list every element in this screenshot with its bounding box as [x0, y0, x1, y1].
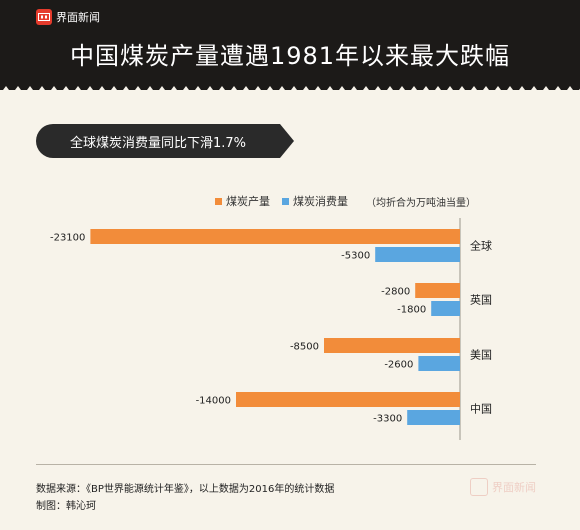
bar-production-2 — [324, 338, 460, 353]
legend-swatch-production — [215, 197, 222, 205]
watermark-icon — [470, 478, 488, 496]
watermark: 界面新闻 — [470, 478, 536, 496]
logo-icon — [36, 9, 52, 25]
bar-consumption-1 — [431, 301, 460, 316]
data-label-consumption-2: -2600 — [384, 360, 413, 371]
page-title: 中国煤炭产量遭遇1981年以来最大跌幅 — [69, 42, 511, 70]
bar-production-3 — [236, 392, 460, 407]
legend-label-consumption: 煤炭消费量 — [293, 195, 348, 208]
bar-consumption-3 — [407, 410, 460, 425]
header-banner: 界面新闻 中国煤炭产量遭遇1981年以来最大跌幅 — [0, 0, 580, 94]
legend-label-production: 煤炭产量 — [226, 195, 270, 208]
logo: 界面新闻 — [36, 9, 100, 25]
bar-consumption-0 — [375, 247, 460, 262]
category-label-0: 全球 — [470, 239, 492, 253]
category-label-1: 英国 — [470, 293, 492, 307]
bar-production-1 — [415, 283, 460, 298]
data-label-consumption-3: -3300 — [373, 414, 402, 425]
subtitle-banner: 全球煤炭消费量同比下滑1.7% — [36, 124, 294, 158]
subtitle-text: 全球煤炭消费量同比下滑1.7% — [69, 135, 247, 151]
data-label-production-3: -14000 — [196, 396, 231, 407]
source-note: 数据来源：《BP世界能源统计年鉴》，以上数据为2016年的统计数据 — [36, 484, 335, 495]
legend-item-production: 煤炭产量 — [215, 193, 270, 209]
legend-swatch-consumption — [282, 197, 289, 205]
bar-consumption-2 — [418, 356, 460, 371]
chart-legend: 煤炭产量 煤炭消费量 （均折合为万吨油当量） — [215, 193, 476, 209]
data-label-production-0: -23100 — [50, 233, 85, 244]
category-label-2: 美国 — [470, 349, 492, 362]
zigzag-edge — [0, 86, 580, 94]
footer-divider — [36, 464, 536, 465]
legend-item-consumption: 煤炭消费量 — [282, 193, 348, 209]
watermark-text: 界面新闻 — [492, 481, 536, 494]
bar-production-0 — [90, 229, 461, 244]
data-label-production-1: -2800 — [381, 287, 410, 298]
category-label-3: 中国 — [470, 403, 492, 416]
data-label-consumption-1: -1800 — [397, 305, 426, 316]
legend-unit-note: （均折合为万吨油当量） — [366, 197, 476, 209]
data-label-consumption-0: -5300 — [341, 251, 370, 262]
logo-text: 界面新闻 — [56, 11, 100, 24]
data-label-production-2: -8500 — [290, 342, 319, 353]
author-note: 制图：韩沁珂 — [36, 501, 96, 512]
